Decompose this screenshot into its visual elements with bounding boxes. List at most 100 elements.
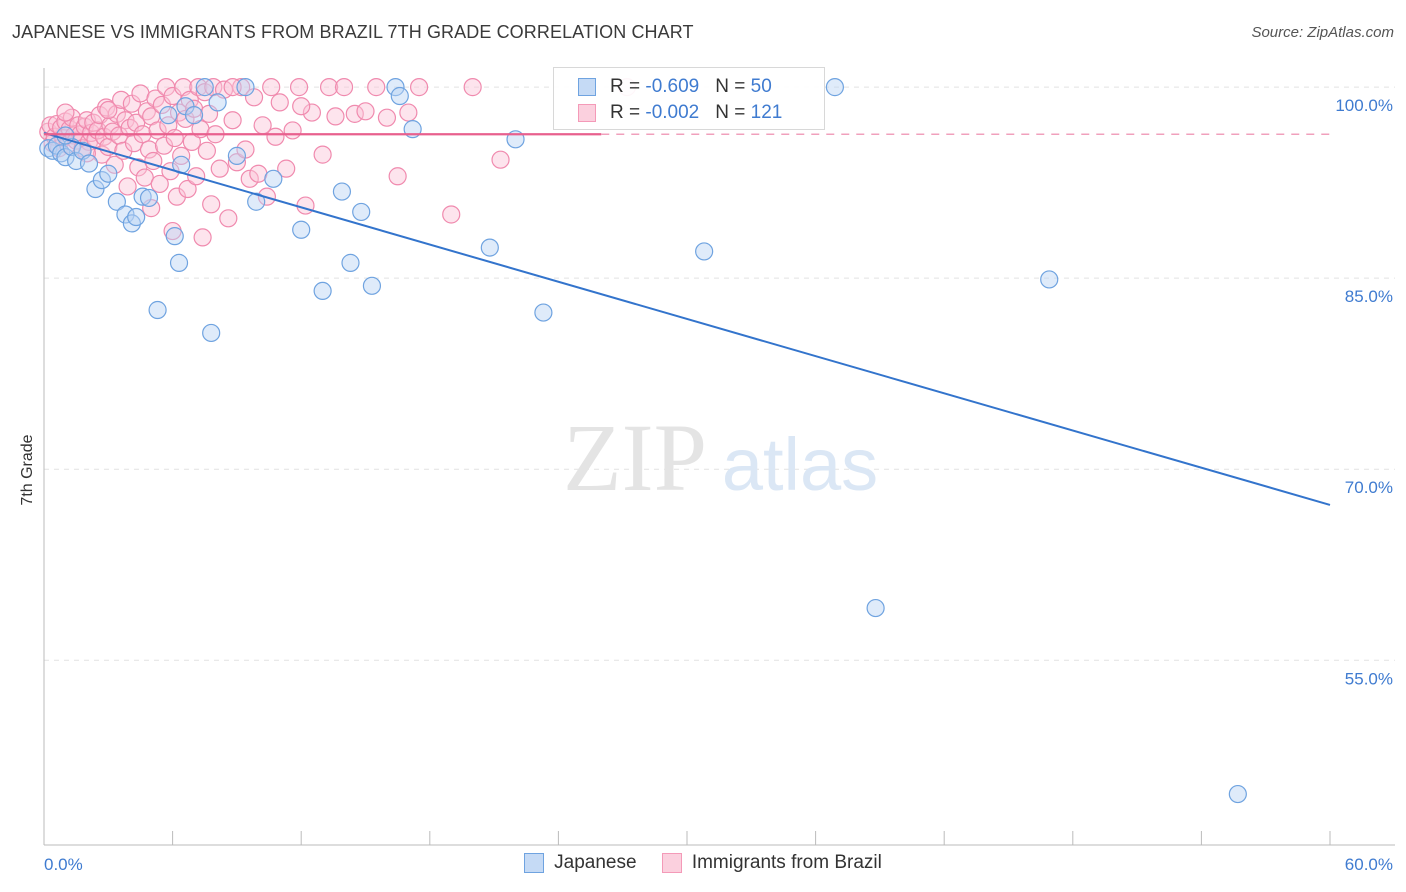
japanese-point bbox=[362, 276, 382, 295]
y-tick-label: 85.0% bbox=[1345, 287, 1393, 306]
trend-lines bbox=[43, 132, 1331, 506]
legend-row-japanese: R = -0.609 N = 50 bbox=[578, 76, 772, 100]
brazil-point bbox=[277, 159, 296, 178]
brazil-point bbox=[319, 78, 339, 97]
brazil-point bbox=[491, 150, 510, 169]
brazil-point bbox=[197, 141, 216, 160]
brazil-point bbox=[367, 78, 386, 97]
legend-swatch-japanese bbox=[524, 852, 545, 873]
chart-title: JAPANESE VS IMMIGRANTS FROM BRAZIL 7TH G… bbox=[12, 22, 694, 42]
legend-item-japanese[interactable]: Japanese bbox=[524, 852, 637, 874]
trend-line-japanese bbox=[43, 132, 1331, 506]
chart-source: Source: ZipAtlas.com bbox=[1251, 24, 1394, 41]
brazil-point bbox=[292, 97, 311, 116]
brazil-point bbox=[99, 100, 118, 120]
brazil-point bbox=[313, 145, 332, 164]
brazil-point bbox=[129, 158, 148, 177]
japanese-point bbox=[159, 106, 178, 125]
brazil-point bbox=[150, 174, 169, 194]
brazil-point bbox=[127, 113, 146, 132]
brazil-point bbox=[399, 103, 418, 122]
brazil-point bbox=[296, 196, 315, 215]
legend-swatch-japanese bbox=[578, 77, 596, 96]
brazil-point bbox=[283, 121, 302, 140]
legend-r-value-brazil: -0.002 bbox=[645, 102, 700, 123]
x-tick-label-left: 0.0% bbox=[44, 855, 83, 874]
y-tick-label: 70.0% bbox=[1345, 478, 1393, 497]
y-tick-labels: 100.0% 85.0% 70.0% 55.0% bbox=[1335, 96, 1393, 688]
japanese-point bbox=[79, 154, 99, 173]
legend-n-label: N = bbox=[715, 76, 751, 97]
japanese-point bbox=[313, 281, 332, 301]
legend-row-brazil: R = -0.002 N = 121 bbox=[578, 102, 782, 126]
legend-item-brazil[interactable]: Immigrants from Brazil bbox=[661, 852, 882, 874]
japanese-point bbox=[1228, 784, 1247, 804]
japanese-point bbox=[390, 86, 409, 106]
brazil-point bbox=[195, 83, 214, 102]
japanese-point bbox=[247, 192, 266, 211]
japanese-point bbox=[332, 182, 352, 201]
japanese-point bbox=[480, 238, 499, 257]
brazil-point bbox=[94, 127, 114, 146]
brazil-point bbox=[165, 128, 184, 148]
series-legend: Japanese Immigrants from Brazil bbox=[0, 852, 1406, 874]
legend-swatch-brazil bbox=[578, 103, 596, 122]
y-tick-label: 100.0% bbox=[1335, 96, 1393, 115]
japanese-point bbox=[116, 205, 135, 224]
brazil-point bbox=[334, 78, 354, 97]
japanese-point bbox=[386, 78, 405, 97]
brazil-point bbox=[210, 159, 229, 178]
brazil-point bbox=[345, 104, 364, 123]
legend-n-value-japanese: 50 bbox=[750, 76, 772, 97]
japanese-point bbox=[227, 146, 246, 165]
brazil-point bbox=[193, 228, 212, 247]
legend-n-label: N = bbox=[715, 102, 751, 123]
brazil-point bbox=[262, 78, 281, 97]
stats-legend: R = -0.609 N = 50 R = -0.002 N = 121 bbox=[553, 67, 825, 130]
japanese-point bbox=[148, 300, 167, 320]
japanese-point bbox=[184, 106, 204, 125]
japanese-point bbox=[195, 78, 214, 97]
brazil-point bbox=[388, 167, 407, 186]
brazil-point bbox=[97, 98, 116, 117]
brazil-point bbox=[223, 78, 242, 97]
brazil-point bbox=[240, 169, 259, 188]
brazil-point bbox=[105, 155, 124, 174]
japanese-point bbox=[1040, 270, 1059, 289]
watermark-zip: ZIP bbox=[563, 404, 707, 511]
japanese-point bbox=[107, 192, 126, 211]
legend-n-value-brazil: 121 bbox=[750, 102, 783, 123]
brazil-point bbox=[219, 209, 238, 228]
legend-r-value-japanese: -0.609 bbox=[645, 76, 700, 97]
japanese-point bbox=[86, 179, 105, 199]
legend-r-label: R = bbox=[610, 102, 646, 123]
brazil-point bbox=[356, 102, 375, 121]
japanese-point bbox=[139, 188, 159, 208]
japanese-point bbox=[56, 148, 75, 167]
japanese-point bbox=[169, 253, 189, 272]
brazil-point bbox=[223, 111, 242, 130]
axes bbox=[43, 68, 1395, 846]
japanese-point bbox=[99, 164, 118, 183]
brazil-point bbox=[118, 177, 137, 196]
brazil-point bbox=[409, 78, 429, 97]
brazil-point bbox=[135, 168, 154, 187]
japanese-point bbox=[236, 78, 255, 97]
brazil-point bbox=[289, 78, 309, 97]
brazil-point bbox=[377, 108, 397, 127]
japanese-point bbox=[352, 202, 371, 222]
japanese-point bbox=[127, 207, 146, 227]
legend-swatch-brazil bbox=[661, 852, 682, 873]
brazil-point bbox=[266, 127, 285, 146]
series-japanese-points bbox=[39, 78, 1247, 804]
japanese-point bbox=[534, 303, 553, 322]
legend-r-label: R = bbox=[610, 76, 646, 97]
brazil-point bbox=[442, 205, 461, 224]
brazil-point bbox=[302, 103, 322, 122]
brazil-point bbox=[463, 78, 482, 97]
japanese-point bbox=[133, 187, 152, 206]
japanese-point bbox=[866, 598, 885, 618]
legend-label-japanese: Japanese bbox=[554, 852, 637, 873]
watermark-atlas: atlas bbox=[722, 423, 878, 506]
x-tick-labels: 0.0% 60.0% bbox=[44, 855, 1393, 874]
